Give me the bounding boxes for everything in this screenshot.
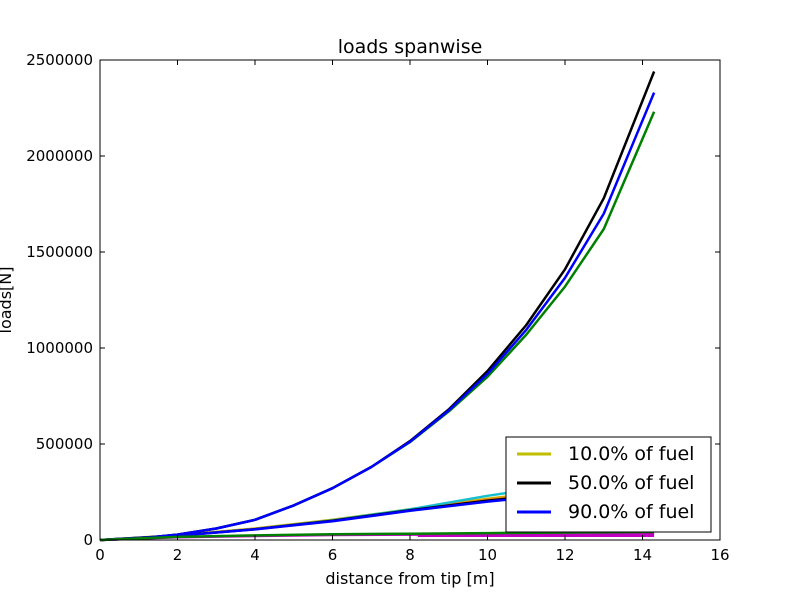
x-tick-label: 2 <box>173 546 183 564</box>
legend-label-1: 10.0% of fuel <box>568 443 694 465</box>
legend-label-3: 90.0% of fuel <box>568 501 694 523</box>
y-tick-label: 2500000 <box>26 51 93 69</box>
x-tick-label: 4 <box>250 546 260 564</box>
x-tick-label: 8 <box>405 546 415 564</box>
x-tick-label: 10 <box>478 546 497 564</box>
y-tick-label: 0 <box>83 531 93 549</box>
chart-title: loads spanwise <box>338 36 483 58</box>
x-tick-label: 12 <box>555 546 574 564</box>
x-tick-label: 6 <box>328 546 338 564</box>
y-axis: 0 500000 1000000 1500000 2000000 2500000 <box>26 51 720 549</box>
legend-label-2: 50.0% of fuel <box>568 472 694 494</box>
y-tick-label: 2000000 <box>26 147 93 165</box>
x-tick-label: 0 <box>95 546 105 564</box>
series-line-8 <box>99 92 656 542</box>
y-tick-label: 1500000 <box>26 243 93 261</box>
x-tick-label: 14 <box>633 546 652 564</box>
y-axis-label: loads[N] <box>0 267 15 334</box>
y-tick-label: 1000000 <box>26 339 93 357</box>
x-axis: 0 2 4 6 8 10 12 14 16 <box>95 60 730 564</box>
legend: 10.0% of fuel 50.0% of fuel 90.0% of fue… <box>505 436 712 533</box>
y-tick-label: 500000 <box>36 435 93 453</box>
x-tick-label: 16 <box>710 546 729 564</box>
series-group <box>99 71 656 542</box>
series-line-11 <box>99 530 655 542</box>
x-axis-label: distance from tip [m] <box>325 569 494 588</box>
